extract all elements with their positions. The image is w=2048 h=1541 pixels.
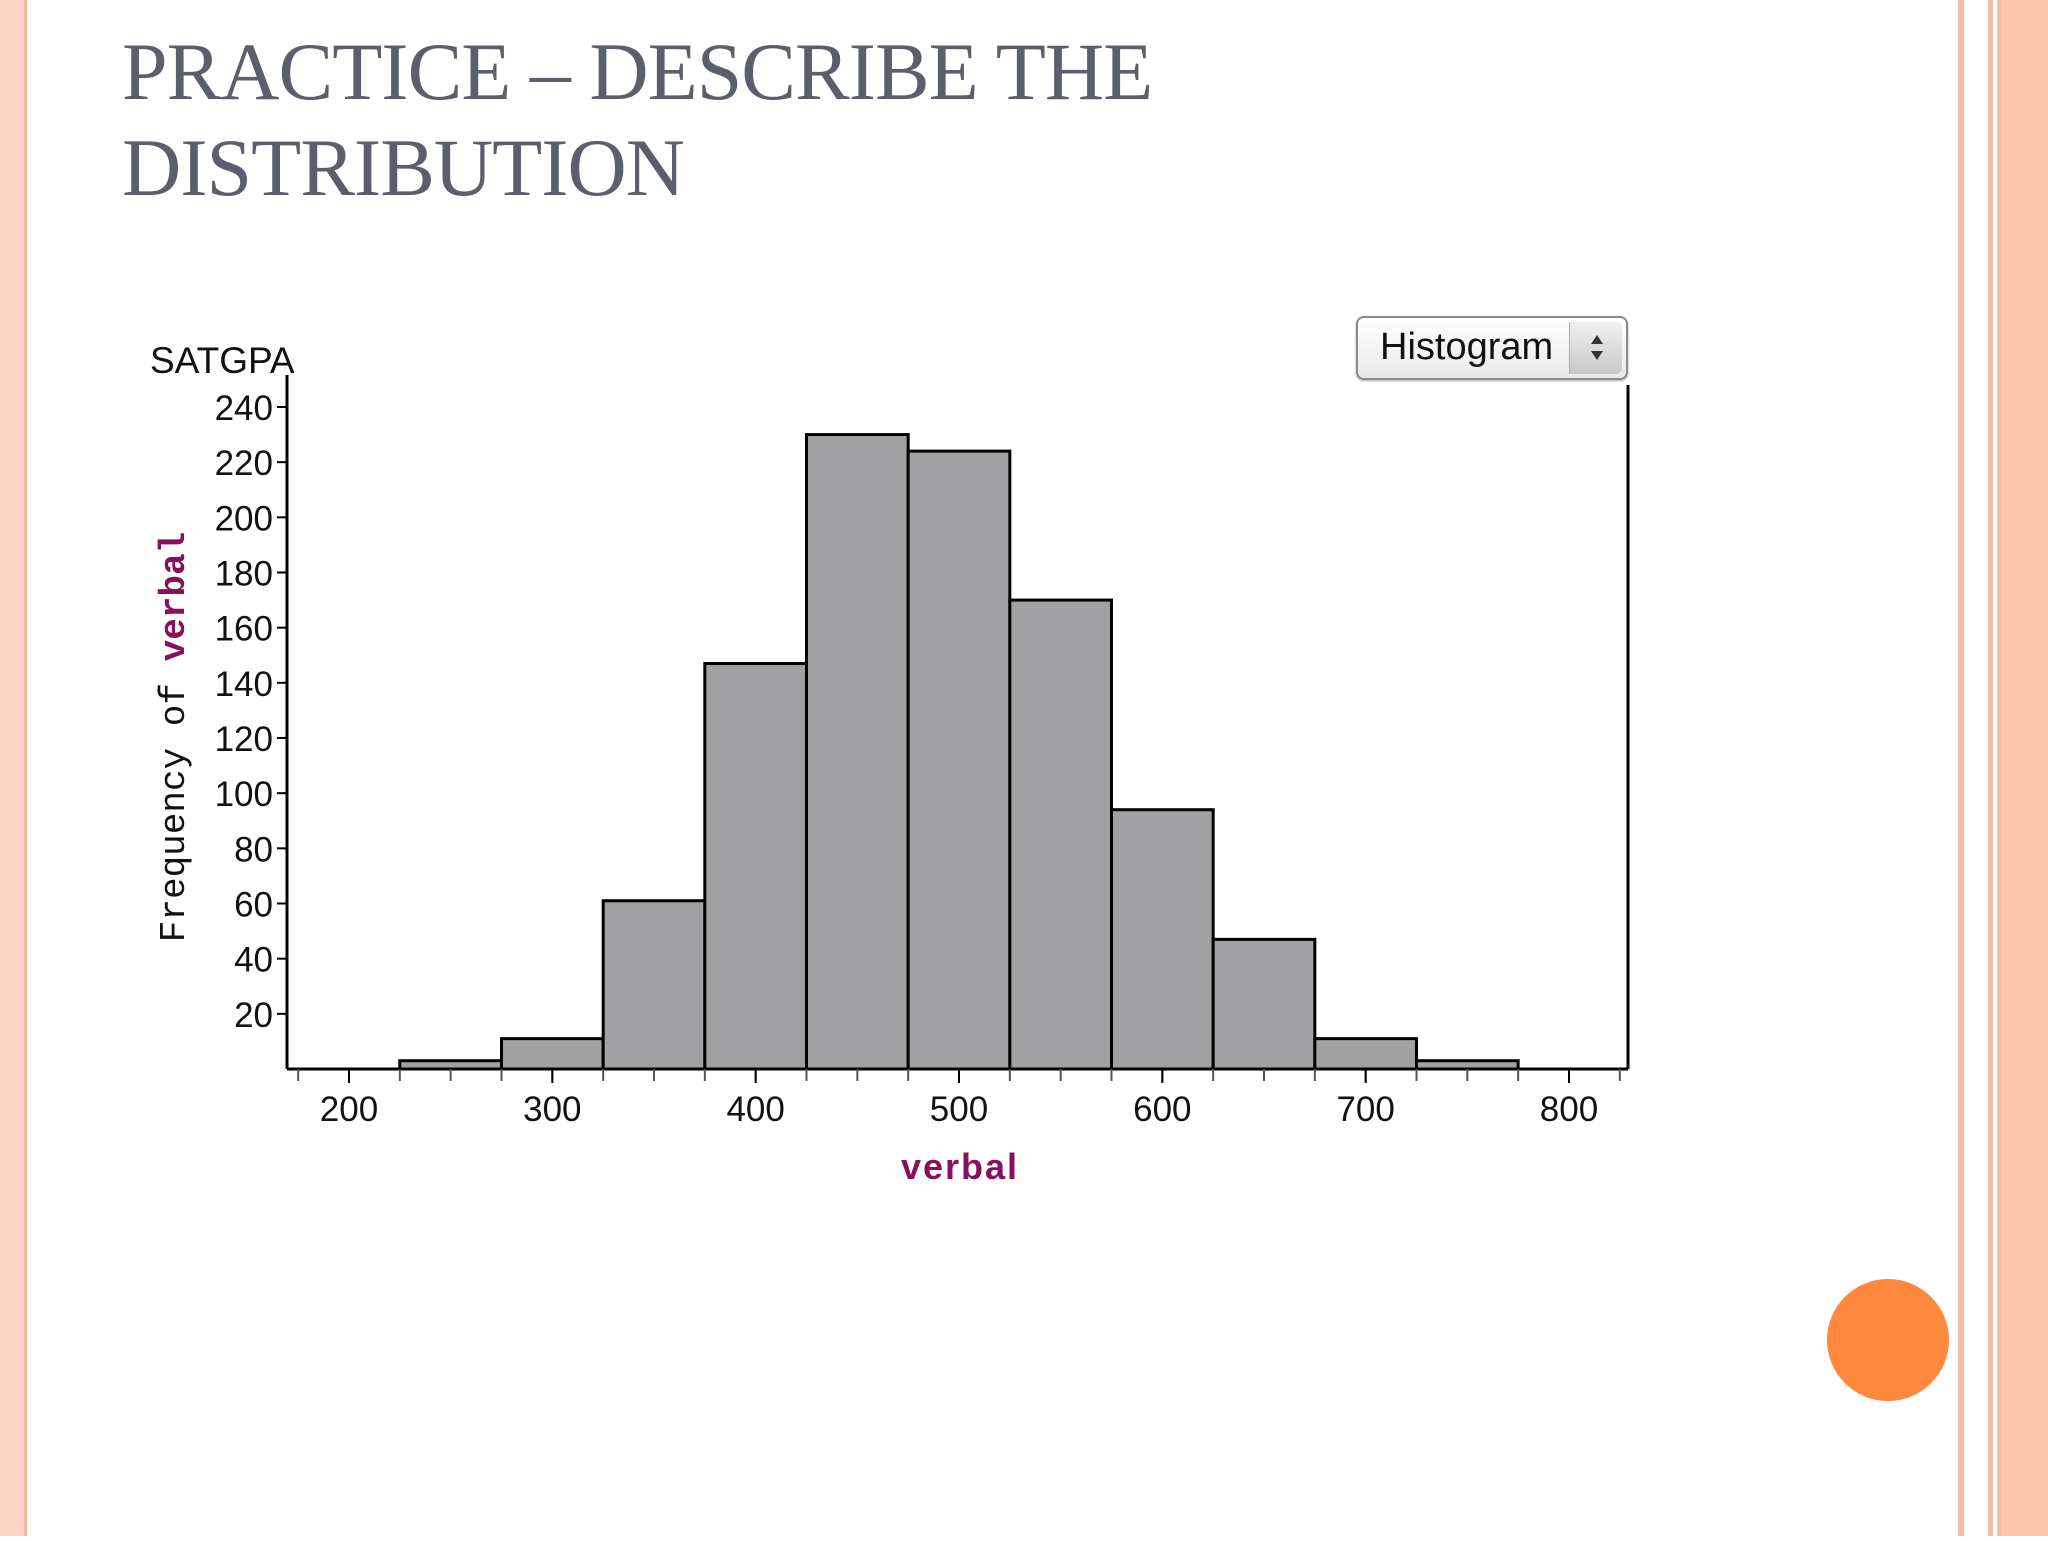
histogram-bars bbox=[398, 433, 1520, 1071]
x-tick-label: 600 bbox=[1133, 1090, 1191, 1129]
histogram-bar bbox=[703, 662, 808, 1071]
x-tick-label: 700 bbox=[1336, 1090, 1394, 1129]
x-tick-label: 300 bbox=[523, 1090, 581, 1129]
updown-arrows-icon[interactable] bbox=[1569, 322, 1622, 374]
chart-axes: 20 40 60 80 100 120 140 160 180 200 220 240 200 300 40… bbox=[215, 375, 1630, 1129]
histogram-bar bbox=[1008, 598, 1113, 1071]
slide-title: PRACTICE – DESCRIBE THE DISTRIBUTION bbox=[122, 24, 1153, 216]
slide-title-line-1: PRACTICE – DESCRIBE THE bbox=[122, 26, 1153, 117]
right-border-decoration bbox=[1958, 0, 2048, 1536]
y-tick-label: 200 bbox=[215, 499, 273, 538]
right-border-stripes bbox=[1958, 0, 2048, 1536]
y-axis-label: Frequency of verbal bbox=[154, 532, 195, 942]
left-border-stripe bbox=[0, 0, 24, 1536]
arrow-up-icon bbox=[1591, 335, 1603, 344]
y-tick-label: 220 bbox=[215, 444, 273, 483]
left-border-line bbox=[24, 0, 27, 1536]
histogram-bar bbox=[1313, 1037, 1419, 1071]
histogram-bar bbox=[1110, 808, 1215, 1071]
y-tick-label: 20 bbox=[234, 996, 273, 1035]
x-tick-label: 200 bbox=[320, 1090, 378, 1129]
chart-title: SATGPA bbox=[150, 340, 295, 381]
arrow-down-icon bbox=[1591, 351, 1603, 360]
x-tick-label: 400 bbox=[726, 1090, 784, 1129]
x-tick-label: 500 bbox=[930, 1090, 988, 1129]
accent-dot bbox=[1827, 1279, 1949, 1401]
y-tick-label: 240 bbox=[215, 389, 273, 428]
slide-title-line-2: DISTRIBUTION bbox=[122, 122, 685, 213]
histogram-bar bbox=[601, 899, 707, 1071]
y-tick-label: 80 bbox=[234, 830, 273, 869]
histogram-bar bbox=[500, 1037, 605, 1071]
y-tick-label: 40 bbox=[234, 941, 273, 980]
y-tick-label: 120 bbox=[215, 720, 273, 759]
x-tick-label: 800 bbox=[1540, 1090, 1598, 1129]
y-tick-label: 100 bbox=[215, 775, 273, 814]
histogram-bar bbox=[1211, 937, 1317, 1071]
histogram-bar bbox=[805, 433, 910, 1071]
y-tick-label: 140 bbox=[215, 665, 273, 704]
plot-type-dropdown[interactable]: Histogram bbox=[1356, 316, 1628, 380]
y-tick-label: 160 bbox=[215, 610, 273, 649]
y-tick-label: 180 bbox=[215, 555, 273, 594]
histogram-bar bbox=[906, 449, 1012, 1071]
x-axis-label: verbal bbox=[901, 1146, 1019, 1187]
y-axis-label-variable: verbal bbox=[154, 532, 195, 662]
plot-type-label: Histogram bbox=[1380, 326, 1554, 368]
y-tick-label: 60 bbox=[234, 886, 273, 925]
y-axis-label-prefix: Frequency of bbox=[154, 661, 195, 942]
